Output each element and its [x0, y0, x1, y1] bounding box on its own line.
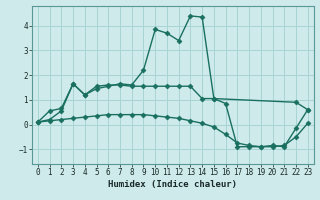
X-axis label: Humidex (Indice chaleur): Humidex (Indice chaleur): [108, 180, 237, 189]
